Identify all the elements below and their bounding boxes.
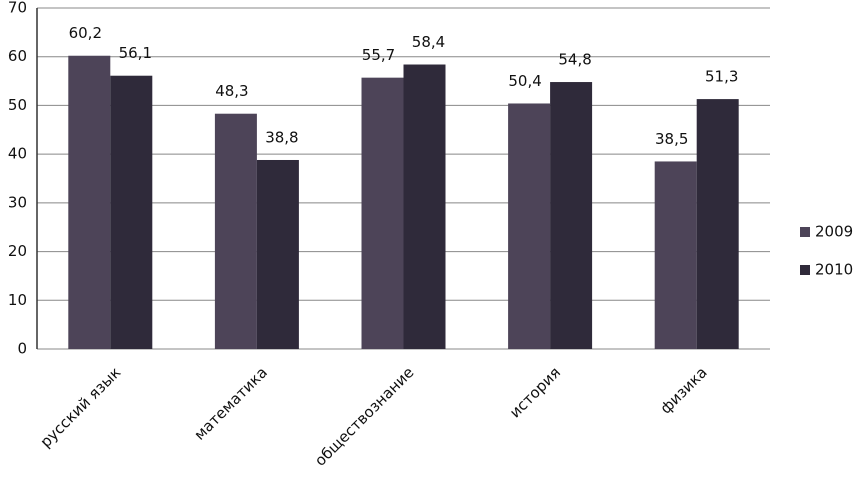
value-label: 38,5: [655, 130, 688, 148]
y-tick-label: 30: [8, 193, 27, 211]
value-label: 58,4: [412, 33, 445, 51]
x-tick-label: обществознание: [311, 363, 417, 469]
y-tick-label: 10: [8, 291, 27, 309]
bar: [361, 77, 404, 349]
bar: [403, 64, 446, 349]
bar: [110, 75, 153, 349]
bar: [696, 99, 739, 350]
y-tick-label: 70: [8, 0, 27, 17]
value-label: 51,3: [705, 68, 738, 86]
value-label: 56,1: [119, 44, 152, 62]
legend-label: 2009: [815, 223, 853, 241]
bar: [256, 159, 299, 349]
value-label: 38,8: [265, 128, 298, 146]
bar: [508, 103, 551, 349]
x-tick-label: физика: [657, 363, 711, 417]
x-tick-label: математика: [190, 363, 270, 443]
y-tick-label: 60: [8, 47, 27, 65]
y-tick-label: 40: [8, 145, 27, 163]
value-label: 54,8: [558, 51, 591, 69]
y-tick-label: 20: [8, 242, 27, 260]
x-tick-label: история: [506, 363, 564, 421]
y-tick-label: 50: [8, 96, 27, 114]
bar: [214, 113, 257, 350]
bar: [550, 82, 593, 349]
legend-label: 2010: [815, 261, 853, 279]
value-label: 60,2: [69, 24, 102, 42]
y-tick-label: 0: [17, 340, 27, 358]
bar: [68, 55, 111, 350]
legend-swatch: [800, 265, 810, 275]
x-tick-label: русский язык: [37, 363, 125, 451]
value-label: 48,3: [215, 82, 248, 100]
value-label: 55,7: [362, 46, 395, 64]
bar: [654, 161, 697, 349]
legend-swatch: [800, 227, 810, 237]
value-label: 50,4: [508, 72, 541, 90]
